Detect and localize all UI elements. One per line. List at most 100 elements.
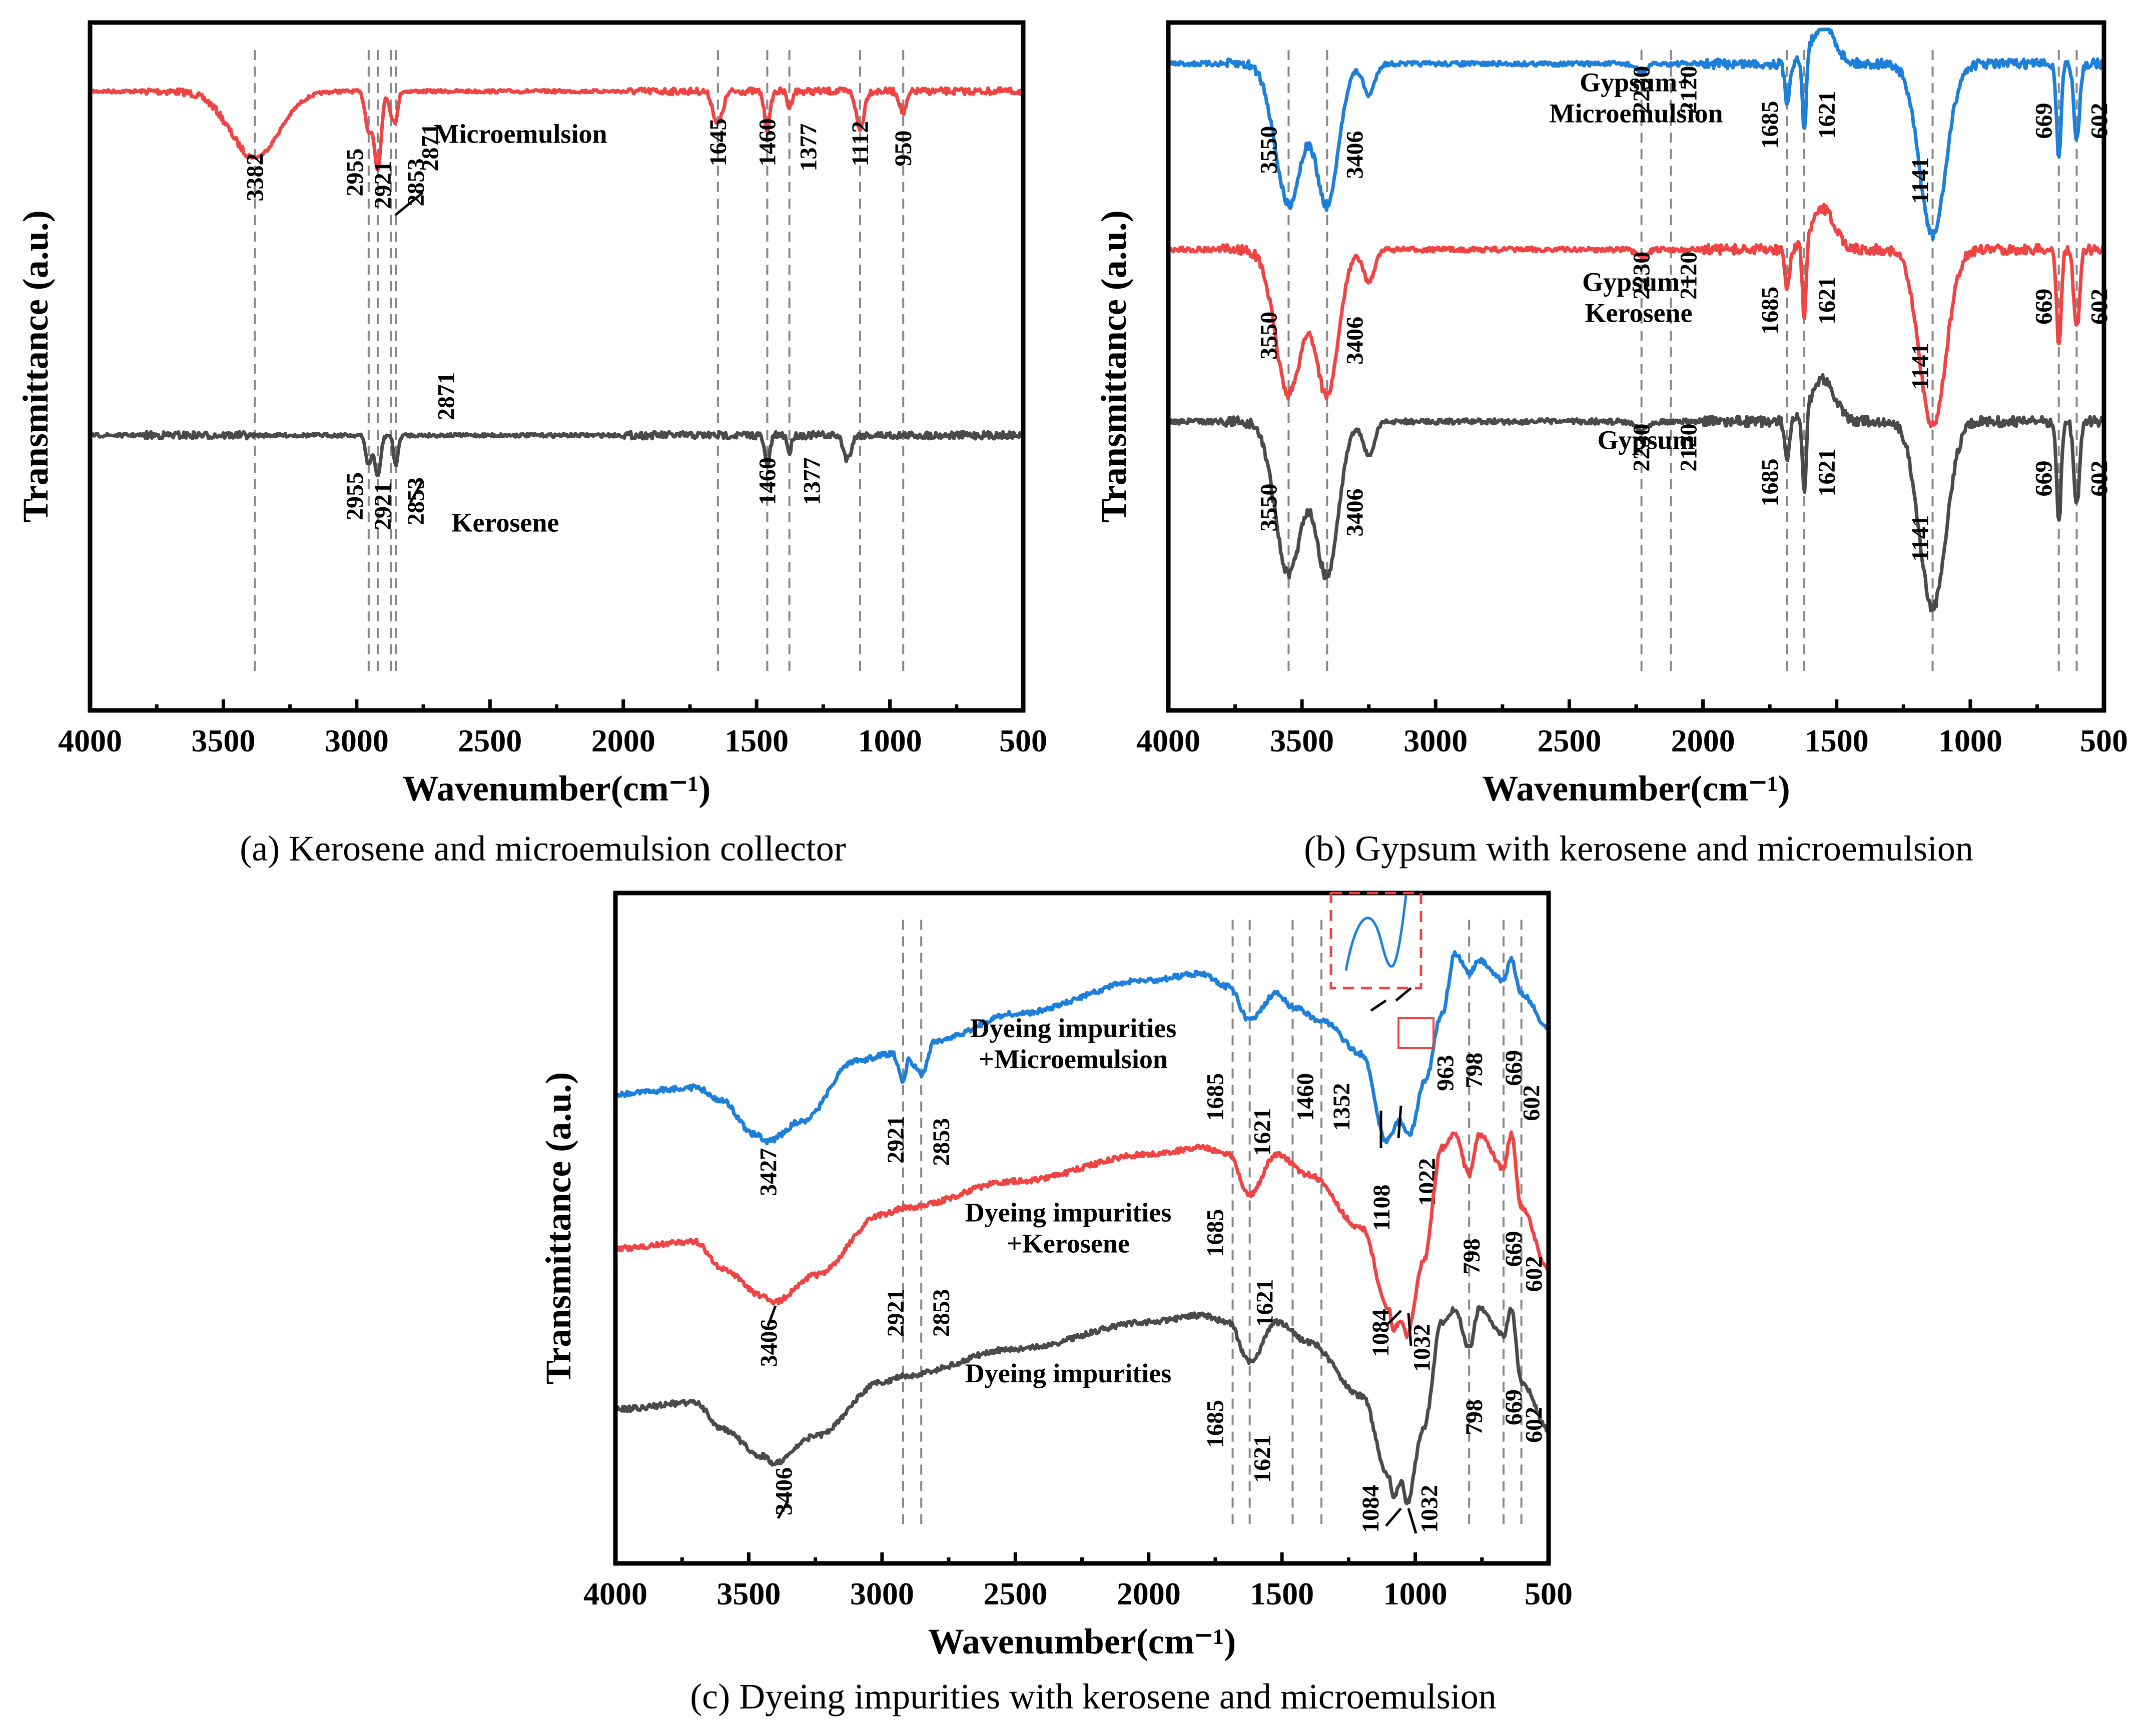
peak-label-602: 602 (1521, 1256, 1548, 1292)
arrow-1084-base (1385, 1507, 1402, 1527)
figure-caption: (c) Dyeing impurities with kerosene and … (690, 1676, 1497, 1716)
x-tick-label: 3500 (191, 723, 255, 758)
peak-label-1084: 1084 (1367, 1309, 1394, 1357)
series-label: Dyeing impurities (965, 1198, 1172, 1228)
zoom-inset-box (1329, 892, 1422, 990)
peak-label-669: 669 (2031, 103, 2057, 139)
y-axis-label: Transmittance (a.u.) (16, 210, 56, 523)
peak-label-1621: 1621 (1814, 277, 1840, 325)
x-tick-label: 4000 (1136, 723, 1200, 758)
peak-label-1032: 1032 (1416, 1485, 1443, 1533)
figure-caption: (a) Kerosene and microemulsion collector (240, 828, 846, 869)
series-line-gypsum-microemulsion (1166, 28, 2106, 241)
peak-label-2871: 2871 (433, 372, 460, 420)
x-tick-label: 3000 (850, 1576, 914, 1611)
peak-label-1108: 1108 (1368, 1184, 1395, 1231)
peak-label-3382: 3382 (242, 154, 268, 202)
series-label: Gypsum+ (1582, 267, 1695, 297)
peak-label-3550: 3550 (1255, 126, 1282, 174)
peak-label-1112: 1112 (847, 121, 874, 167)
x-tick-label: 1500 (725, 723, 789, 758)
peak-label-669: 669 (2031, 461, 2057, 497)
series-line-gypsum (1167, 373, 2105, 612)
x-tick-label: 4000 (58, 723, 122, 758)
series-line-dyeing-impurities-microemulsion (613, 950, 1550, 1146)
peak-label-2120: 2120 (1676, 252, 1702, 300)
peak-label-2955: 2955 (342, 472, 368, 520)
peak-label-602: 602 (2086, 103, 2113, 139)
peak-label-2955: 2955 (342, 149, 368, 197)
y-axis-label: Transmittance (a.u.) (1094, 210, 1134, 523)
series-label: Kerosene (1585, 298, 1693, 328)
peak-label-1141: 1141 (1907, 343, 1934, 389)
peak-label-669: 669 (2031, 289, 2057, 325)
x-tick-label: 2000 (591, 723, 655, 758)
peak-label-1685: 1685 (1757, 101, 1783, 149)
peak-label-1685: 1685 (1757, 287, 1783, 335)
peak-label-1032: 1032 (1409, 1324, 1436, 1372)
peak-label-1645: 1645 (705, 119, 732, 167)
x-tick-label: 3000 (1403, 723, 1468, 758)
zoom-inset-curve (1344, 895, 1407, 971)
series-label: Microemulsion (434, 119, 607, 149)
series-label: Gypsum+ (1580, 68, 1693, 98)
peak-label-798: 798 (1459, 1238, 1485, 1274)
arrow-1032-base (1407, 1508, 1417, 1534)
x-axis-label: Wavenumber(cm⁻¹) (403, 768, 710, 808)
peak-label-1685: 1685 (1202, 1209, 1229, 1257)
x-tick-label: 1500 (1250, 1576, 1314, 1611)
peak-label-2230: 2230 (1629, 252, 1655, 300)
series-label: Kerosene (452, 508, 559, 538)
series-line-gypsum-kerosene (1166, 203, 2106, 428)
peak-label-669: 669 (1501, 1050, 1527, 1086)
peak-label-798: 798 (1461, 1399, 1488, 1435)
x-axis-label: Wavenumber(cm⁻¹) (928, 1621, 1236, 1661)
peak-label-1141: 1141 (1907, 157, 1934, 204)
peak-label-2853: 2853 (928, 1118, 955, 1166)
peak-label-3406: 3406 (756, 1319, 783, 1367)
peak-label-1621: 1621 (1249, 1108, 1276, 1156)
peak-label-1685: 1685 (1202, 1073, 1229, 1121)
series-label: Gypsum (1597, 425, 1695, 455)
peak-label-950: 950 (890, 131, 917, 167)
peak-label-1377: 1377 (799, 457, 826, 505)
x-tick-label: 2000 (1117, 1576, 1181, 1611)
x-tick-label: 1000 (858, 723, 922, 758)
peak-label-1377: 1377 (796, 124, 822, 172)
x-tick-label: 3000 (325, 723, 389, 758)
peak-label-1621: 1621 (1814, 449, 1840, 497)
arrow-2871 (394, 192, 424, 216)
peak-label-1460: 1460 (1292, 1073, 1319, 1121)
peak-label-3550: 3550 (1255, 484, 1282, 532)
series-label: +Microemulsion (979, 1044, 1168, 1074)
zoom-source-box (1397, 1017, 1435, 1049)
x-tick-label: 1000 (1383, 1576, 1448, 1611)
x-tick-label: 2000 (1671, 723, 1735, 758)
peak-label-602: 602 (1521, 1407, 1548, 1443)
peak-label-3406: 3406 (1341, 131, 1368, 179)
x-tick-label: 1000 (1938, 723, 2002, 758)
peak-label-2921: 2921 (883, 1289, 909, 1337)
peak-label-1685: 1685 (1202, 1400, 1229, 1448)
figure-caption: (b) Gypsum with kerosene and microemulsi… (1304, 828, 1973, 869)
x-tick-label: 3500 (1270, 723, 1334, 758)
arrow-1032-kerosene (1407, 1313, 1412, 1346)
chart-panel-c: Dyeing impurities +Microemulsion 3427 2921 2… (538, 891, 1573, 1716)
x-tick-label: 2500 (1537, 723, 1601, 758)
series-line-dyeing-impurities-kerosene (614, 1130, 1550, 1339)
peak-label-2230: 2230 (1629, 66, 1655, 114)
x-axis-label: Wavenumber(cm⁻¹) (1482, 768, 1790, 808)
series-label: Microemulsion (1550, 99, 1723, 129)
peak-label-669: 669 (1501, 1389, 1527, 1425)
peak-label-1621: 1621 (1249, 1435, 1276, 1483)
peak-label-3427: 3427 (755, 1148, 782, 1196)
peak-label-3406: 3406 (1341, 489, 1368, 537)
peak-label-2921: 2921 (370, 161, 396, 209)
peak-label-1141: 1141 (1907, 515, 1934, 561)
x-tick-label: 2500 (458, 723, 522, 758)
x-tick-label: 500 (1525, 1576, 1573, 1611)
arrow-3406-kerosene (767, 1305, 777, 1326)
series-label: +Kerosene (1007, 1229, 1130, 1259)
